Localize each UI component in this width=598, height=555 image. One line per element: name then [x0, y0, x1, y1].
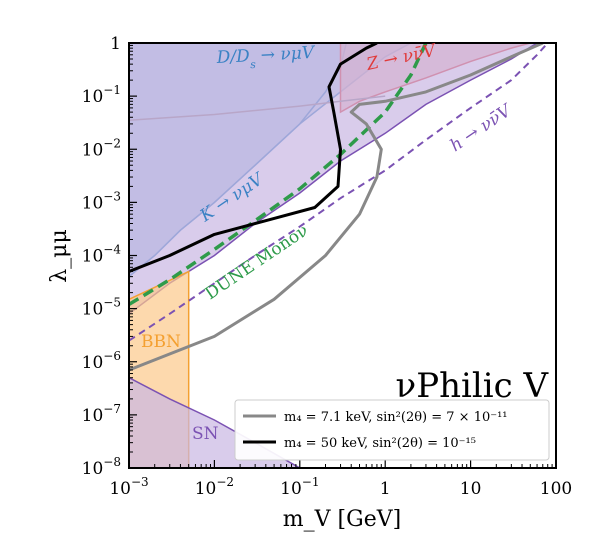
- line-d-ds-boundary: [129, 95, 386, 122]
- y-tick-label: 10−5: [82, 296, 121, 320]
- series-curve-1: [129, 43, 378, 273]
- x-tick-label: 100: [540, 479, 572, 499]
- x-tick-label: 10−1: [280, 475, 319, 499]
- h-label: h → νν̄V: [447, 100, 517, 156]
- chart-title: νPhilic V: [396, 366, 550, 406]
- y-tick-label: 1: [110, 34, 121, 54]
- legend-label-0: m₄ = 7.1 keV, sin²(2θ) = 7 × 10⁻¹¹: [284, 410, 508, 425]
- region-h-v-3: [129, 43, 539, 315]
- y-tick-label: 10−1: [82, 83, 121, 107]
- y-tick-label: 10−8: [82, 455, 121, 479]
- line-h-v: [129, 43, 549, 342]
- bbn-label: BBN: [141, 332, 181, 352]
- limit-lines: [129, 43, 549, 342]
- y-tick-label: 10−2: [82, 136, 121, 160]
- sn-label: SN: [192, 424, 219, 444]
- y-axis-ticks: 1 10−1 10−2 10−3 10−4 10−5 10−6 10−7 10−8: [82, 34, 137, 479]
- x-tick-label: 10−2: [195, 475, 234, 499]
- x-axis-ticks: 10−3 10−2 10−1 1 10 100: [109, 460, 572, 499]
- sterile-neutrino-curves: [129, 43, 544, 372]
- series-curve-0: [129, 43, 544, 372]
- y-tick-label: 10−3: [82, 189, 121, 213]
- exclusion-regions: [129, 43, 539, 468]
- y-tick-label: 10−6: [82, 349, 121, 373]
- legend: m₄ = 7.1 keV, sin²(2θ) = 7 × 10⁻¹¹ m₄ = …: [234, 399, 550, 461]
- x-tick-label: 1: [380, 479, 391, 499]
- legend-box: [234, 399, 550, 461]
- y-axis-label: λ_μμ: [47, 229, 72, 283]
- d-ds-label: D/Ds → νμV: [215, 43, 316, 73]
- legend-label-1: m₄ = 50 keV, sin²(2θ) = 10⁻¹⁵: [284, 436, 476, 451]
- y-tick-label: 10−7: [82, 402, 121, 426]
- x-tick-label: 10−3: [109, 475, 148, 499]
- x-tick-label: 10: [460, 479, 482, 499]
- y-tick-label: 10−4: [82, 243, 122, 267]
- line-dune-mono: [129, 43, 428, 306]
- x-axis-label: m_V [GeV]: [283, 507, 401, 532]
